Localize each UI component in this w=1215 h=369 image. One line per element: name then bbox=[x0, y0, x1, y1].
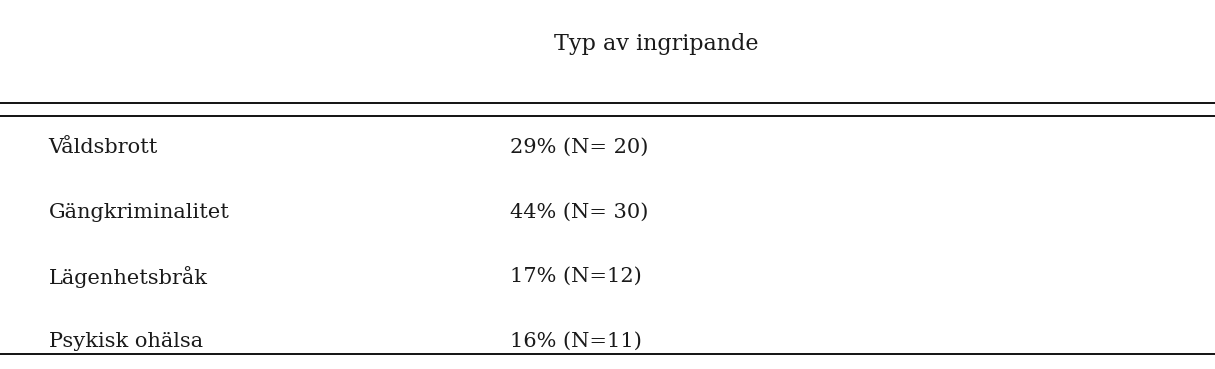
Text: Psykisk ohälsa: Psykisk ohälsa bbox=[49, 332, 203, 351]
Text: Lägenhetsbråk: Lägenhetsbråk bbox=[49, 266, 208, 288]
Text: 16% (N=11): 16% (N=11) bbox=[510, 332, 643, 351]
Text: 29% (N= 20): 29% (N= 20) bbox=[510, 138, 649, 157]
Text: 44% (N= 30): 44% (N= 30) bbox=[510, 203, 649, 222]
Text: Gängkriminalitet: Gängkriminalitet bbox=[49, 203, 230, 222]
Text: 17% (N=12): 17% (N=12) bbox=[510, 267, 642, 286]
Text: Typ av ingripande: Typ av ingripande bbox=[554, 33, 758, 55]
Text: Våldsbrott: Våldsbrott bbox=[49, 138, 158, 157]
